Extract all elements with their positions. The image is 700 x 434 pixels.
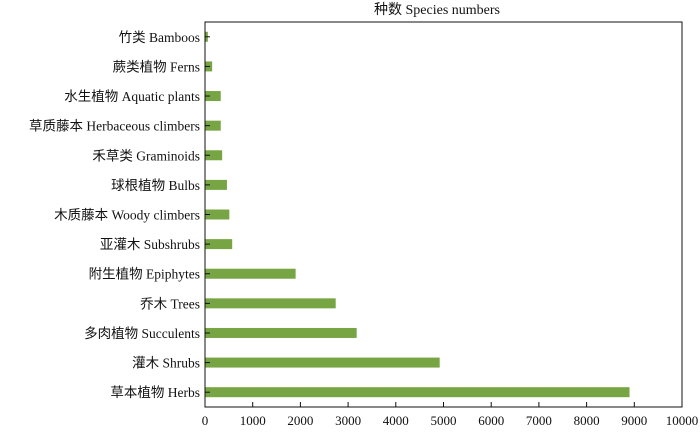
y-tick-label: 亚灌木 Subshrubs	[100, 237, 200, 252]
axes-layer	[204, 21, 683, 408]
bar	[205, 357, 440, 368]
y-tick-label: 多肉植物 Succulents	[84, 325, 200, 341]
y-tick-label: 草质藤本 Herbaceous climbers	[29, 119, 200, 134]
bar	[205, 387, 630, 398]
x-tick-label: 4000	[383, 413, 409, 428]
x-tick-label: 3000	[335, 413, 361, 428]
y-tick-label: 蕨类植物 Ferns	[113, 59, 200, 74]
x-tick-label: 5000	[431, 413, 457, 428]
y-tick-label: 木质藤本 Woody climbers	[54, 208, 200, 223]
y-tick-label: 球根植物 Bulbs	[111, 178, 200, 193]
bar	[205, 239, 233, 250]
bar	[205, 209, 230, 220]
y-tick-label: 禾草类 Graminoids	[92, 148, 200, 163]
x-tick-label: 1000	[240, 413, 266, 428]
y-tick-label: 水生植物 Aquatic plants	[64, 89, 200, 104]
x-tick-label: 0	[202, 413, 209, 428]
x-tick-label: 9000	[621, 413, 647, 428]
bar	[205, 179, 227, 190]
labels-layer: 0 1000 2000 3000 4000 5000 6000 7000 8000 9000 100…	[29, 30, 698, 428]
x-tick-label: 2000	[287, 413, 313, 428]
bar	[205, 298, 336, 309]
bar	[205, 150, 223, 161]
x-tick-label: 10000	[666, 413, 699, 428]
plot-frame	[204, 21, 683, 408]
bar	[205, 91, 221, 102]
x-tick-label: 6000	[478, 413, 504, 428]
y-tick-label: 附生植物 Epiphytes	[89, 267, 200, 282]
bars-layer	[205, 31, 630, 398]
y-tick-label: 灌木 Shrubs	[132, 356, 200, 371]
bar	[205, 327, 357, 338]
bar	[205, 120, 221, 131]
y-tick-label: 竹类 Bamboos	[119, 30, 200, 45]
chart-title: 种数 Species numbers	[374, 2, 500, 18]
x-tick-label: 7000	[526, 413, 552, 428]
y-tick-label: 乔木 Trees	[140, 296, 200, 311]
x-tick-label: 8000	[574, 413, 600, 428]
y-tick-label: 草本植物 Herbs	[110, 385, 200, 400]
bar	[205, 268, 296, 279]
